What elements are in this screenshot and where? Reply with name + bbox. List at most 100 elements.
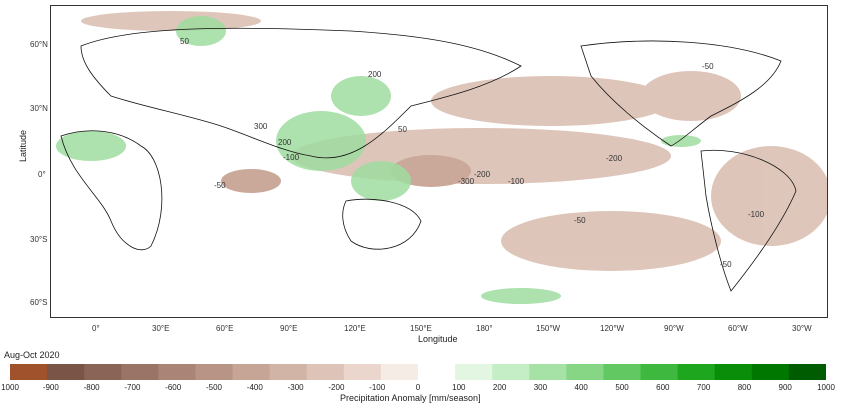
contour-label: -50 xyxy=(720,260,732,269)
colorbar-swatch xyxy=(343,364,382,380)
contour-label: 50 xyxy=(180,37,189,46)
contour-label: -200 xyxy=(606,154,623,163)
colorbar-title: Precipitation Anomaly [mm/season] xyxy=(340,393,481,403)
contour-label: -100 xyxy=(283,153,300,162)
contour-label: 200 xyxy=(368,70,382,79)
x-axis-title: Longitude xyxy=(418,334,458,344)
colorbar-swatch xyxy=(566,364,604,380)
colorbar-swatch xyxy=(714,364,753,380)
colorbar-label: 200 xyxy=(492,383,507,392)
colorbar-label: 800 xyxy=(737,383,752,392)
eurasia-outline xyxy=(80,27,522,159)
dry-region-indian-ocean xyxy=(221,169,281,193)
colorbar-label: -400 xyxy=(246,383,263,392)
x-tick-150e: 150°E xyxy=(410,324,432,333)
contour-label: -100 xyxy=(748,210,765,219)
period-label: Aug-Oct 2020 xyxy=(4,350,60,360)
x-tick-90w: 90°W xyxy=(664,324,684,333)
colorbar-label: 1000 xyxy=(1,383,19,392)
y-tick-60s: 60°S xyxy=(30,298,48,307)
contour-label: -50 xyxy=(702,62,714,71)
y-tick-0: 0° xyxy=(38,170,46,179)
dry-region-south-pacific xyxy=(501,211,721,271)
wet-region-southern-ocean xyxy=(481,288,561,304)
colorbar-label: -800 xyxy=(83,383,100,392)
colorbar-swatch xyxy=(455,364,493,380)
colorbar-label: 600 xyxy=(656,383,670,392)
wet-region-south-asia xyxy=(276,111,366,171)
contour-label: -200 xyxy=(474,170,491,179)
wet-region-sahel xyxy=(56,131,126,161)
wet-region-central-america xyxy=(661,135,701,147)
precipitation-map xyxy=(50,5,828,318)
wet-region-maritime-continent xyxy=(351,161,411,201)
x-tick-150w: 150°W xyxy=(536,324,561,333)
colorbar-swatch xyxy=(603,364,642,380)
colorbar-label: -500 xyxy=(205,383,223,392)
colorbar-label: 700 xyxy=(696,383,711,392)
x-tick-180: 180° xyxy=(476,324,493,333)
dry-anomaly-regions xyxy=(81,11,827,271)
north-america-outline xyxy=(580,40,782,147)
wet-region-scandinavia xyxy=(176,16,226,46)
contour-label: -50 xyxy=(214,181,226,190)
y-axis-title: Latitude xyxy=(18,129,28,162)
colorbar-swatch xyxy=(529,364,567,380)
contour-label: -50 xyxy=(574,216,586,225)
x-tick-120w: 120°W xyxy=(600,324,625,333)
coastlines xyxy=(60,27,797,292)
y-tick-30n: 30°N xyxy=(30,104,48,113)
colorbar-label: 0 xyxy=(415,383,421,392)
colorbar-label: 900 xyxy=(778,383,792,392)
dry-core-west-pacific xyxy=(391,155,471,187)
colorbar-swatch xyxy=(84,364,122,380)
colorbar-swatch xyxy=(492,364,530,380)
colorbar-swatch xyxy=(158,364,196,380)
x-tick-0: 0° xyxy=(92,324,100,333)
colorbar-swatch xyxy=(232,364,271,380)
colorbar-label: -900 xyxy=(42,383,59,392)
colorbar xyxy=(10,364,826,380)
colorbar-swatch xyxy=(269,364,308,380)
y-tick-30s: 30°S xyxy=(30,235,48,244)
dry-region-north-america xyxy=(641,71,741,121)
colorbar-label: -300 xyxy=(287,383,304,392)
contour-label: 50 xyxy=(398,125,407,134)
colorbar-label: -600 xyxy=(165,383,182,392)
contour-label: 300 xyxy=(254,122,268,131)
colorbar-label: 300 xyxy=(533,383,548,392)
colorbar-swatch xyxy=(677,364,716,380)
colorbar-swatch xyxy=(121,364,159,380)
australia-outline xyxy=(342,198,422,250)
africa-outline xyxy=(60,130,163,251)
wet-anomaly-regions xyxy=(56,16,701,304)
colorbar-swatch xyxy=(306,364,345,380)
colorbar-label: 1000 xyxy=(817,383,835,392)
colorbar-label: 100 xyxy=(452,383,466,392)
colorbar-swatch xyxy=(195,364,234,380)
colorbar-label: 500 xyxy=(615,383,629,392)
x-tick-90e: 90°E xyxy=(280,324,298,333)
colorbar-swatch xyxy=(788,364,826,380)
dry-region-south-america xyxy=(711,146,827,246)
south-america-outline xyxy=(700,149,797,292)
dry-region-north-pacific xyxy=(431,76,671,126)
contour-label: -300 xyxy=(458,177,475,186)
colorbar-label: 400 xyxy=(574,383,588,392)
colorbar-swatch xyxy=(380,364,419,380)
colorbar-label: -200 xyxy=(328,383,345,392)
colorbar-label: -700 xyxy=(124,383,141,392)
colorbar-label: -100 xyxy=(369,383,386,392)
x-tick-60w: 60°W xyxy=(728,324,748,333)
contour-label: 200 xyxy=(278,138,292,147)
colorbar-swatch xyxy=(47,364,85,380)
x-tick-120e: 120°E xyxy=(344,324,366,333)
y-tick-60n: 60°N xyxy=(30,40,48,49)
colorbar-swatch xyxy=(640,364,679,380)
map-canvas xyxy=(56,11,827,304)
colorbar-swatch xyxy=(10,364,48,380)
colorbar-swatch xyxy=(751,364,790,380)
contour-label: -100 xyxy=(508,177,525,186)
x-tick-30w: 30°W xyxy=(792,324,812,333)
colorbar-swatch xyxy=(418,364,456,380)
